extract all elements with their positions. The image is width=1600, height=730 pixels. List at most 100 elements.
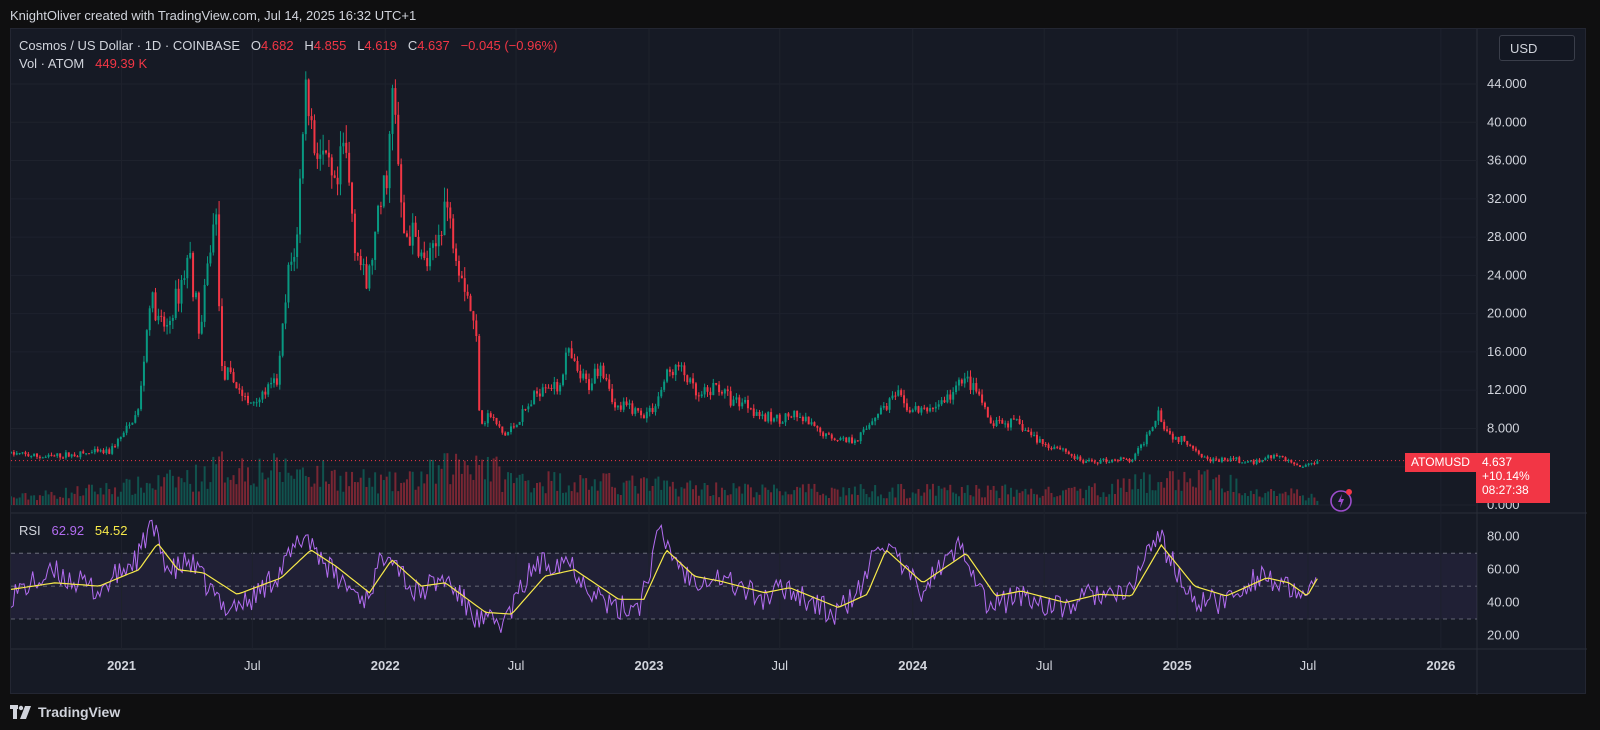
candle-body xyxy=(455,248,458,261)
volume-bar xyxy=(90,484,93,505)
volume-bar xyxy=(770,492,773,505)
price-badge: 4.637 +10.14% 08:27:38 xyxy=(1476,453,1550,503)
candle-body xyxy=(746,399,749,409)
volume-bar xyxy=(209,482,212,505)
volume-bar xyxy=(206,488,209,505)
candle-body xyxy=(397,114,400,165)
candle-body xyxy=(1212,458,1215,462)
volume-bar xyxy=(307,477,310,505)
volume-bar xyxy=(1096,495,1099,505)
candle-body xyxy=(1105,458,1108,463)
volume-bar xyxy=(533,487,536,505)
candle-body xyxy=(1267,455,1270,458)
candle-body xyxy=(836,439,839,441)
candle-body xyxy=(547,387,550,389)
candle-body xyxy=(368,265,371,289)
candle-body xyxy=(1232,458,1235,460)
volume-bar xyxy=(989,489,992,505)
candle-body xyxy=(171,317,174,321)
volume-bar xyxy=(1218,474,1221,505)
candle-body xyxy=(666,369,669,382)
candle-body xyxy=(744,399,747,403)
volume-bar xyxy=(96,494,99,505)
candle-body xyxy=(475,320,478,337)
volume-bar xyxy=(917,489,920,505)
volume-bar xyxy=(1128,478,1131,505)
candle-body xyxy=(839,437,842,441)
volume-bar xyxy=(666,480,669,505)
lightning-icon[interactable] xyxy=(1329,487,1355,513)
volume-bar xyxy=(478,465,481,505)
candle-body xyxy=(868,424,871,429)
volume-value: 449.39 K xyxy=(95,56,148,71)
candle-body xyxy=(313,120,316,154)
volume-legend: Vol · ATOM 449.39 K xyxy=(19,56,147,71)
candle-body xyxy=(856,440,859,442)
volume-bar xyxy=(244,481,247,505)
candle-body xyxy=(18,453,21,455)
price-axis-label: 24.000 xyxy=(1487,267,1527,282)
rsi-label[interactable]: RSI xyxy=(19,523,41,538)
chart-frame[interactable]: 44.000 40.000 36.000 32.000 28.000 24.000 20.0… xyxy=(10,28,1587,695)
volume-bar xyxy=(1298,495,1301,505)
volume-bar xyxy=(640,478,643,505)
volume-bar xyxy=(963,492,966,505)
candle-body xyxy=(67,452,70,457)
candle-body xyxy=(105,449,108,454)
candle-body xyxy=(186,257,189,279)
volume-bar xyxy=(732,483,735,505)
rsi-line xyxy=(11,519,1317,633)
candle-body xyxy=(417,236,420,257)
volume-bar xyxy=(1134,474,1137,505)
volume-bar xyxy=(379,474,382,505)
volume-bar xyxy=(937,485,940,505)
symbol-label[interactable]: Cosmos / US Dollar · 1D · COINBASE xyxy=(19,38,241,53)
volume-bar xyxy=(943,487,946,505)
ohlc-legend: Cosmos / US Dollar · 1D · COINBASE O4.68… xyxy=(19,38,557,53)
volume-bar xyxy=(1148,474,1151,505)
currency-button[interactable]: USD xyxy=(1499,35,1575,61)
candle-body xyxy=(1018,418,1021,425)
candle-body xyxy=(1050,448,1053,450)
volume-bar xyxy=(33,495,36,505)
volume-bar xyxy=(590,486,593,505)
volume-bar xyxy=(862,488,865,505)
volume-bar xyxy=(463,460,466,505)
volume-bar xyxy=(642,477,645,505)
volume-bar xyxy=(663,480,666,505)
candle-body xyxy=(709,391,712,396)
candle-body xyxy=(917,406,920,413)
candle-body xyxy=(827,433,830,435)
candle-body xyxy=(845,437,848,443)
volume-bar xyxy=(605,473,608,505)
candle-body xyxy=(1116,460,1119,462)
candle-body xyxy=(319,154,322,159)
candle-body xyxy=(535,391,538,394)
volume-bar xyxy=(475,455,478,505)
volume-bar xyxy=(570,491,573,505)
candle-body xyxy=(1192,445,1195,449)
chart-svg[interactable]: 44.000 40.000 36.000 32.000 28.000 24.000 20.0… xyxy=(11,29,1587,695)
volume-bar xyxy=(700,489,703,505)
candle-body xyxy=(431,243,434,248)
candle-body xyxy=(515,424,518,428)
volume-bar xyxy=(648,490,651,505)
volume-label[interactable]: Vol · ATOM xyxy=(19,56,85,71)
candle-body xyxy=(1171,433,1174,440)
volume-bar xyxy=(296,469,299,505)
candle-body xyxy=(608,379,611,389)
candle-body xyxy=(388,133,391,189)
candle-body xyxy=(871,421,874,425)
volume-bar xyxy=(749,487,752,505)
volume-bar xyxy=(1284,491,1287,505)
volume-bar xyxy=(1241,495,1244,505)
time-axis-label: Jul xyxy=(1300,658,1317,673)
volume-bar xyxy=(810,488,813,505)
volume-bar xyxy=(946,490,949,505)
volume-bar xyxy=(446,453,449,505)
candle-body xyxy=(1041,439,1044,445)
volume-bar xyxy=(62,497,65,505)
candle-body xyxy=(833,438,836,440)
tradingview-brand[interactable]: TradingView xyxy=(10,704,120,720)
candle-body xyxy=(1220,457,1223,462)
